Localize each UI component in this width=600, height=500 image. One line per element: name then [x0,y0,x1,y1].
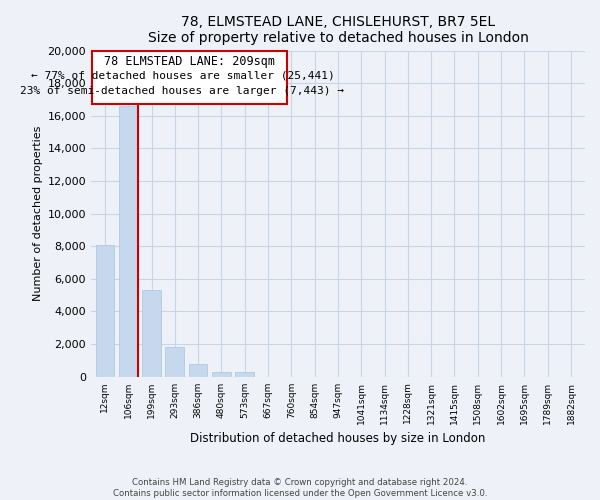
Bar [166,346,184,376]
Bar [95,244,114,376]
Text: 23% of semi-detached houses are larger (7,443) →: 23% of semi-detached houses are larger (… [20,86,344,97]
Text: Contains HM Land Registry data © Crown copyright and database right 2024.
Contai: Contains HM Land Registry data © Crown c… [113,478,487,498]
Text: ← 77% of detached houses are smaller (25,441): ← 77% of detached houses are smaller (25… [31,71,334,81]
Bar [235,372,254,376]
X-axis label: Distribution of detached houses by size in London: Distribution of detached houses by size … [190,432,485,445]
Bar [142,290,161,376]
Bar [212,372,231,376]
Text: 78 ELMSTEAD LANE: 209sqm: 78 ELMSTEAD LANE: 209sqm [104,54,275,68]
Bar [189,364,208,376]
FancyBboxPatch shape [92,52,287,104]
Bar [119,106,137,376]
Title: 78, ELMSTEAD LANE, CHISLEHURST, BR7 5EL
Size of property relative to detached ho: 78, ELMSTEAD LANE, CHISLEHURST, BR7 5EL … [148,15,529,45]
Y-axis label: Number of detached properties: Number of detached properties [33,126,43,302]
